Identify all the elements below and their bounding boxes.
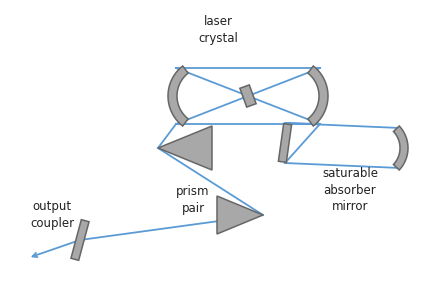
Polygon shape (307, 66, 327, 126)
Polygon shape (239, 85, 256, 107)
Polygon shape (278, 124, 291, 162)
Text: laser
crystal: laser crystal (197, 15, 237, 45)
Text: output
coupler: output coupler (30, 200, 74, 230)
Polygon shape (217, 196, 263, 234)
Polygon shape (168, 66, 188, 126)
Polygon shape (392, 126, 407, 170)
Polygon shape (158, 126, 211, 170)
Polygon shape (71, 220, 89, 260)
Text: saturable
absorber
mirror: saturable absorber mirror (321, 167, 377, 213)
Text: prism
pair: prism pair (176, 185, 209, 215)
